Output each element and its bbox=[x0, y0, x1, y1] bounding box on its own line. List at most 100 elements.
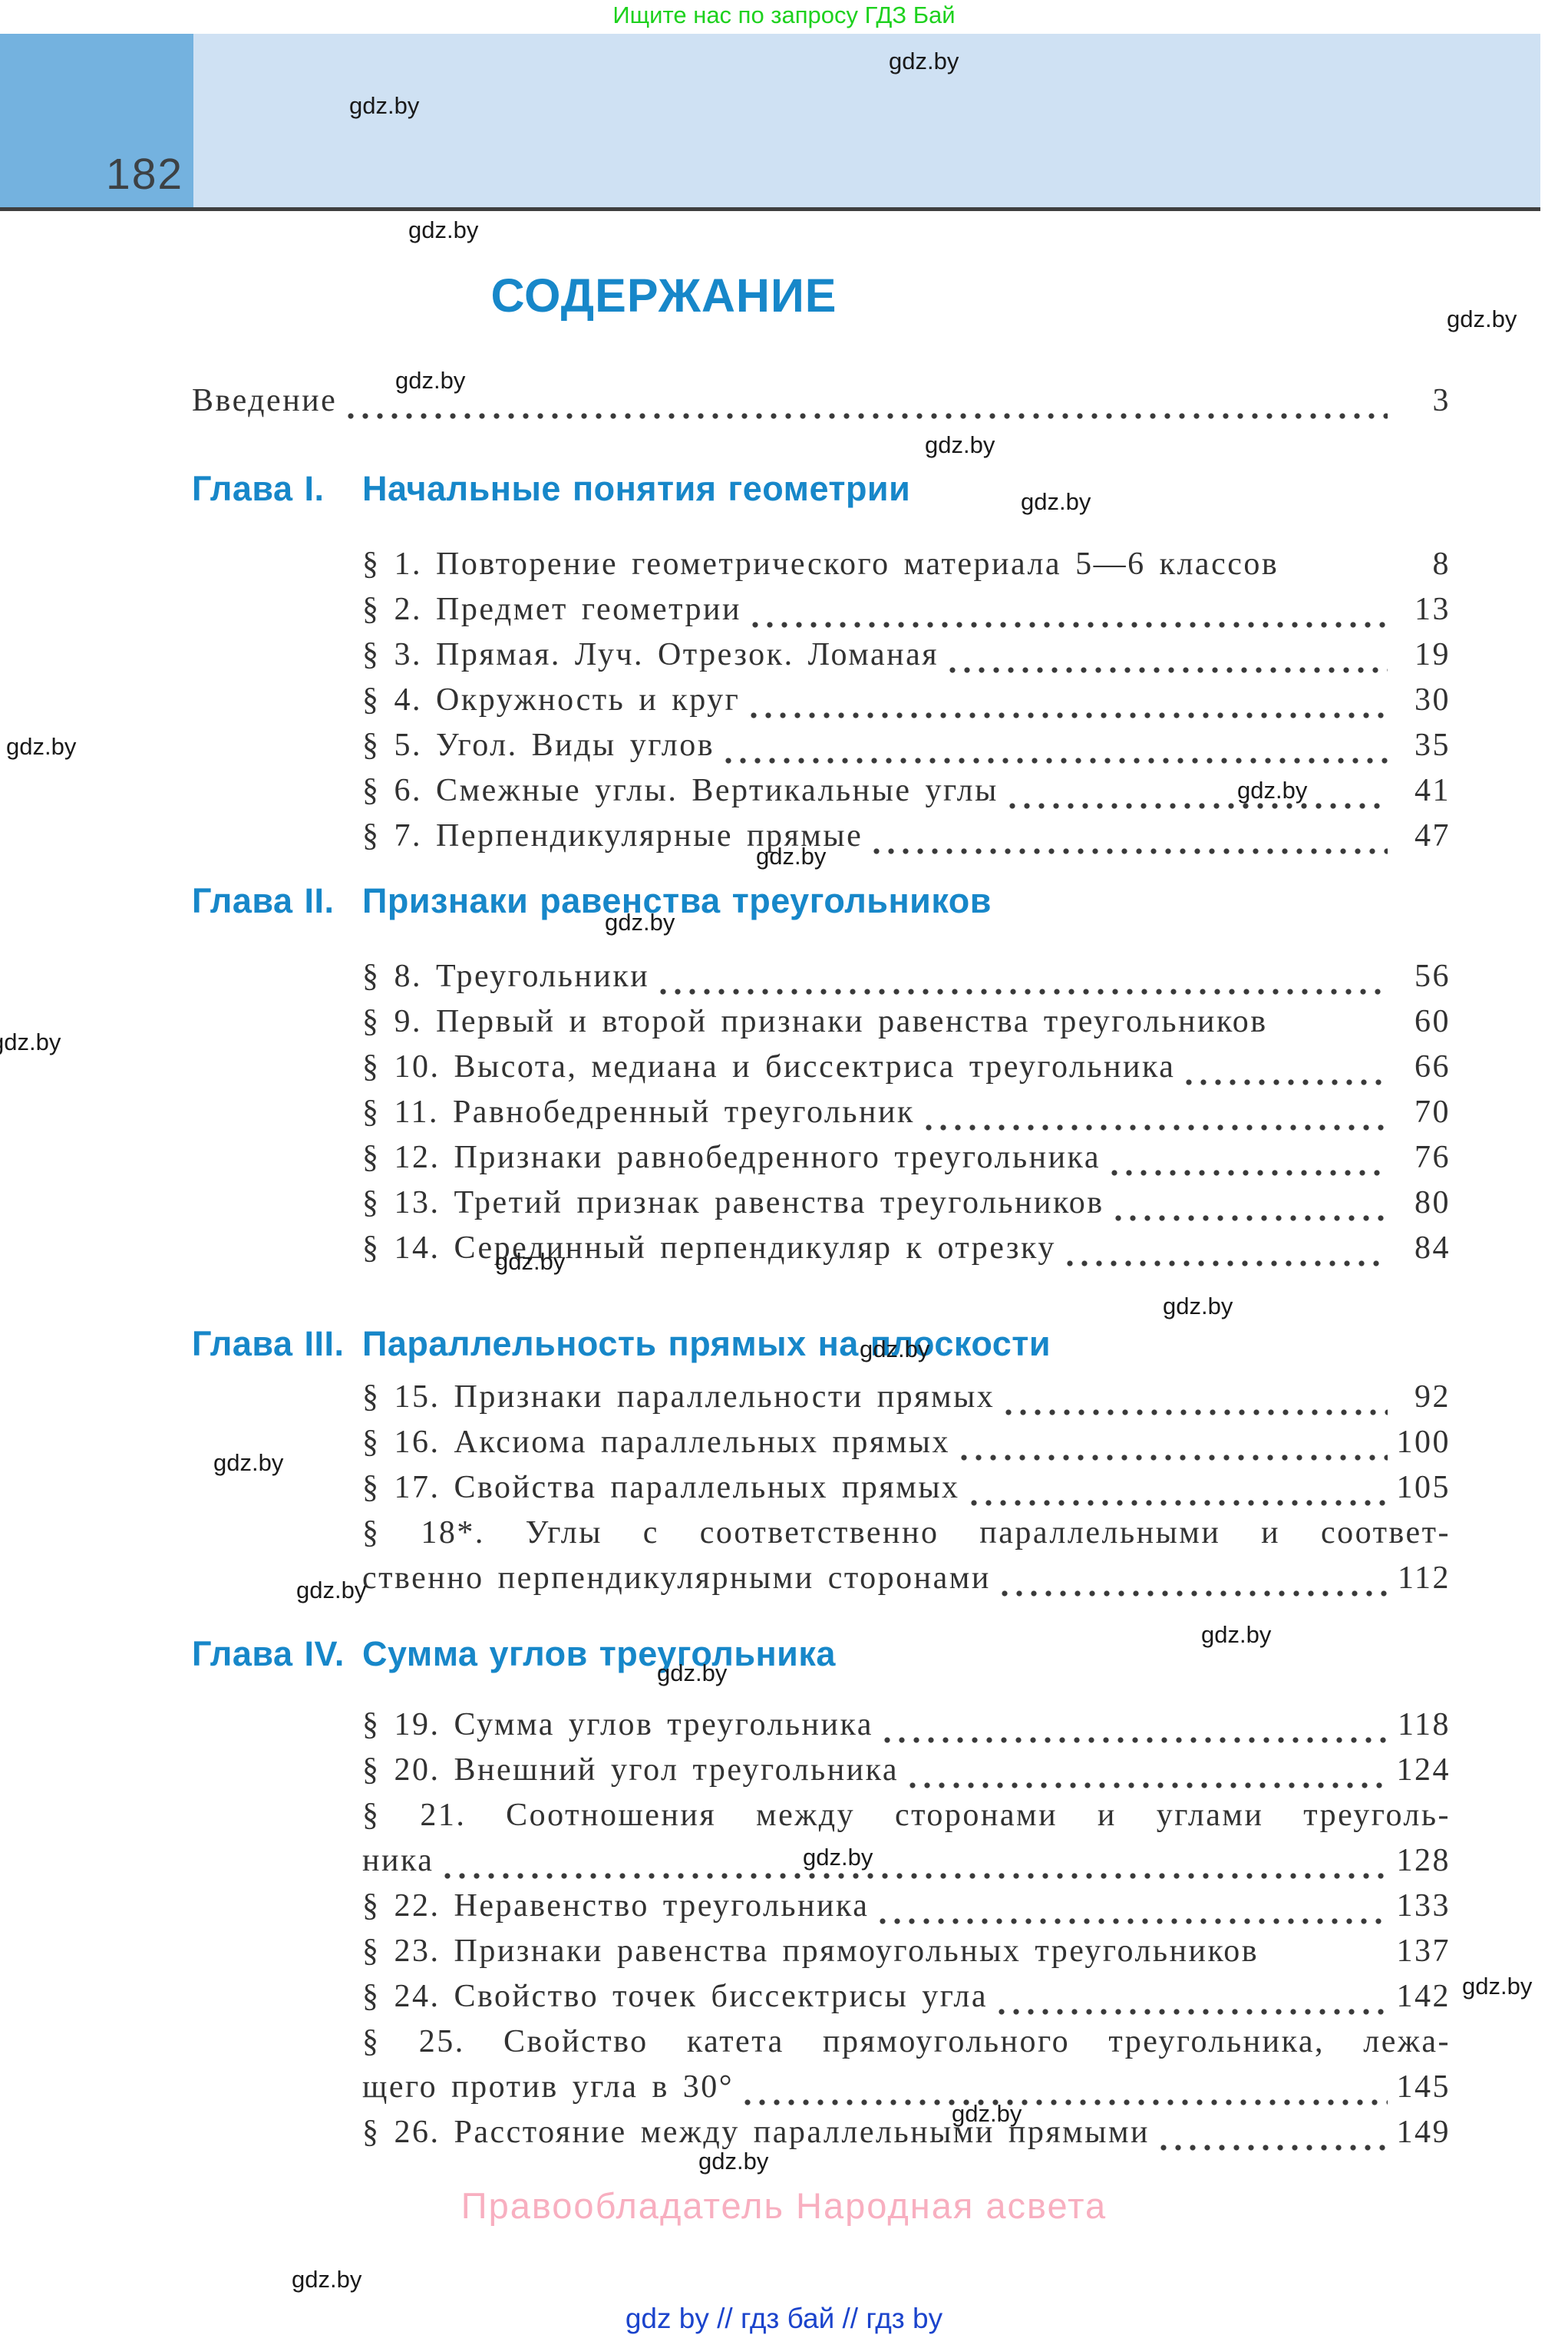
watermark: gdz.by bbox=[349, 92, 420, 119]
toc-entry-page: 56 bbox=[1415, 959, 1451, 994]
toc-entry-page: 70 bbox=[1415, 1095, 1451, 1130]
toc-entry: § 23. Признаки равенства прямоугольных т… bbox=[192, 1933, 1451, 1978]
chapter-title: Признаки равенства треугольников bbox=[362, 881, 992, 920]
toc-entry-text: § 17. Свойства параллельных прямых bbox=[362, 1470, 960, 1505]
leader-dots bbox=[873, 847, 1388, 855]
toc-entry-text: § 8. Треугольники bbox=[362, 959, 650, 994]
page-number-box: 182 bbox=[0, 34, 193, 207]
watermark: gdz.by bbox=[0, 1029, 61, 1055]
toc-entry-text: § 11. Равнобедренный треугольник bbox=[362, 1095, 915, 1130]
toc-entry-text: § 7. Перпендикулярные прямые bbox=[362, 818, 863, 854]
toc-intro-entry: Введение 3 bbox=[192, 382, 1451, 428]
toc-entry: § 21. Соотношения между сторонами и угла… bbox=[192, 1797, 1451, 1842]
toc-entry: § 19. Сумма углов треугольника 118 bbox=[192, 1706, 1451, 1752]
toc-entry-page: 19 bbox=[1415, 637, 1451, 672]
toc-entry: § 15. Признаки параллельности прямых 92 bbox=[192, 1379, 1451, 1424]
toc-chapter-heading: Глава IV. Сумма углов треугольника bbox=[192, 1634, 1451, 1677]
toc-entry: § 26. Расстояние между параллельными пря… bbox=[192, 2114, 1451, 2159]
page-title: СОДЕРЖАНИЕ bbox=[490, 269, 837, 322]
toc-entry-page: 105 bbox=[1396, 1470, 1451, 1505]
leader-dots bbox=[751, 621, 1388, 629]
toc-entry: § 25. Свойство катета прямоугольного тре… bbox=[192, 2023, 1451, 2069]
toc-entry: § 18*. Углы с соответственно параллельны… bbox=[192, 1514, 1451, 1560]
chapter-label: Глава I. bbox=[192, 469, 325, 508]
toc-entry-text: § 3. Прямая. Луч. Отрезок. Ломаная bbox=[362, 637, 939, 672]
leader-dots bbox=[1005, 1408, 1388, 1416]
chapter-title: Сумма углов треугольника bbox=[362, 1634, 836, 1673]
leader-dots bbox=[1001, 1590, 1388, 1597]
toc-entry-page: 142 bbox=[1396, 1979, 1451, 2014]
toc-entry-page: 145 bbox=[1396, 2069, 1451, 2105]
leader-dots bbox=[970, 1499, 1388, 1507]
toc-entry: § 11. Равнобедренный треугольник 70 bbox=[192, 1094, 1451, 1139]
leader-dots bbox=[1186, 1078, 1388, 1086]
toc-entry: § 17. Свойства параллельных прямых 105 bbox=[192, 1469, 1451, 1514]
toc-entry-text: § 9. Первый и второй признаки равенства … bbox=[362, 1004, 1268, 1039]
toc-entry: § 7. Перпендикулярные прямые 47 bbox=[192, 817, 1451, 863]
toc-entry-page: 112 bbox=[1398, 1560, 1451, 1596]
chapter-title: Параллельность прямых на плоскости bbox=[362, 1324, 1051, 1363]
toc-entry-text: ственно перпендикулярными сторонами bbox=[362, 1560, 991, 1596]
leader-dots bbox=[999, 2008, 1388, 2016]
chapter-label: Глава II. bbox=[192, 881, 335, 920]
leader-dots bbox=[961, 1454, 1388, 1461]
watermark: gdz.by bbox=[1201, 1621, 1272, 1648]
toc-chapter-heading: Глава I. Начальные понятия геометрии bbox=[192, 469, 1451, 512]
copyright-line: Правообладатель Народная асвета bbox=[460, 2185, 1108, 2226]
toc-entry: § 14. Серединный перпендикуляр к отрезку… bbox=[192, 1230, 1451, 1275]
toc-entry-text: § 16. Аксиома параллельных прямых bbox=[362, 1425, 951, 1460]
toc-entry-text: § 5. Угол. Виды углов bbox=[362, 728, 715, 763]
toc-entry: § 8. Треугольники 56 bbox=[192, 958, 1451, 1003]
watermark: gdz.by bbox=[860, 1336, 930, 1362]
toc-entry-page: 84 bbox=[1415, 1230, 1451, 1266]
toc-entry-text: § 21. Соотношения между сторонами и угла… bbox=[362, 1798, 1451, 1833]
toc-entry-text: § 18*. Углы с соответственно параллельны… bbox=[362, 1515, 1451, 1550]
toc-entry-text: § 26. Расстояние между параллельными пря… bbox=[362, 2115, 1150, 2150]
toc-entry-page: 137 bbox=[1396, 1933, 1451, 1969]
watermark: gdz.by bbox=[698, 2148, 769, 2175]
toc-entry: § 9. Первый и второй признаки равенства … bbox=[192, 1003, 1451, 1048]
toc-entry-text: § 19. Сумма углов треугольника bbox=[362, 1707, 873, 1742]
watermark: gdz.by bbox=[395, 367, 466, 394]
toc-entry-text: § 1. Повторение геометрического материал… bbox=[362, 547, 1279, 582]
leader-dots bbox=[444, 1872, 1388, 1880]
toc-chapter-heading: Глава III. Параллельность прямых на плоск… bbox=[192, 1324, 1451, 1367]
toc-entry: § 22. Неравенство треугольника 133 bbox=[192, 1887, 1451, 1933]
watermark: gdz.by bbox=[925, 431, 995, 458]
leader-dots bbox=[725, 757, 1388, 764]
toc-entry-text: § 4. Окружность и круг bbox=[362, 682, 741, 718]
watermark: gdz.by bbox=[889, 48, 959, 74]
toc-entry: ственно перпендикулярными сторонами 112 bbox=[192, 1560, 1451, 1605]
watermark: gdz.by bbox=[657, 1659, 728, 1686]
leader-dots bbox=[1160, 2144, 1388, 2151]
watermark: gdz.by bbox=[803, 1844, 873, 1871]
promo-banner: Ищите нас по запросу ГДЗ Бай bbox=[612, 2, 956, 28]
footer-links: gdz by // гдз бай // гдз by bbox=[625, 2303, 943, 2334]
toc-entry-text: § 2. Предмет геометрии bbox=[362, 592, 741, 627]
toc-entry-text: ника bbox=[362, 1843, 434, 1878]
leader-dots bbox=[949, 666, 1388, 674]
header-rule bbox=[0, 207, 1540, 211]
toc-entry-page: 124 bbox=[1396, 1752, 1451, 1788]
toc-entry-page: 66 bbox=[1415, 1049, 1451, 1085]
toc-entry: § 13. Третий признак равенства треугольн… bbox=[192, 1184, 1451, 1230]
toc-entry-text: § 6. Смежные углы. Вертикальные углы bbox=[362, 773, 999, 808]
toc-entry-text: § 15. Признаки параллельности прямых bbox=[362, 1379, 995, 1415]
toc: Введение 3 Глава I. Начальные понятия геоме… bbox=[192, 382, 1451, 2159]
toc-entry-page: 149 bbox=[1396, 2115, 1451, 2150]
toc-entry-page: 100 bbox=[1396, 1425, 1451, 1460]
chapter-label: Глава III. bbox=[192, 1324, 345, 1363]
leader-dots bbox=[1066, 1260, 1388, 1267]
watermark: gdz.by bbox=[952, 2100, 1022, 2127]
toc-entry-text: § 20. Внешний угол треугольника bbox=[362, 1752, 900, 1788]
leader-dots bbox=[883, 1736, 1388, 1744]
watermark: gdz.by bbox=[1021, 488, 1091, 515]
toc-entry-page: 128 bbox=[1396, 1843, 1451, 1878]
leader-dots bbox=[744, 2099, 1388, 2106]
watermark: gdz.by bbox=[296, 1577, 367, 1603]
toc-entry: § 1. Повторение геометрического материал… bbox=[192, 546, 1451, 591]
toc-entry-page: 47 bbox=[1415, 818, 1451, 854]
toc-entry: § 24. Свойство точек биссектрисы угла 142 bbox=[192, 1978, 1451, 2023]
toc-entry-page: 133 bbox=[1396, 1888, 1451, 1924]
leader-dots bbox=[1008, 802, 1388, 810]
